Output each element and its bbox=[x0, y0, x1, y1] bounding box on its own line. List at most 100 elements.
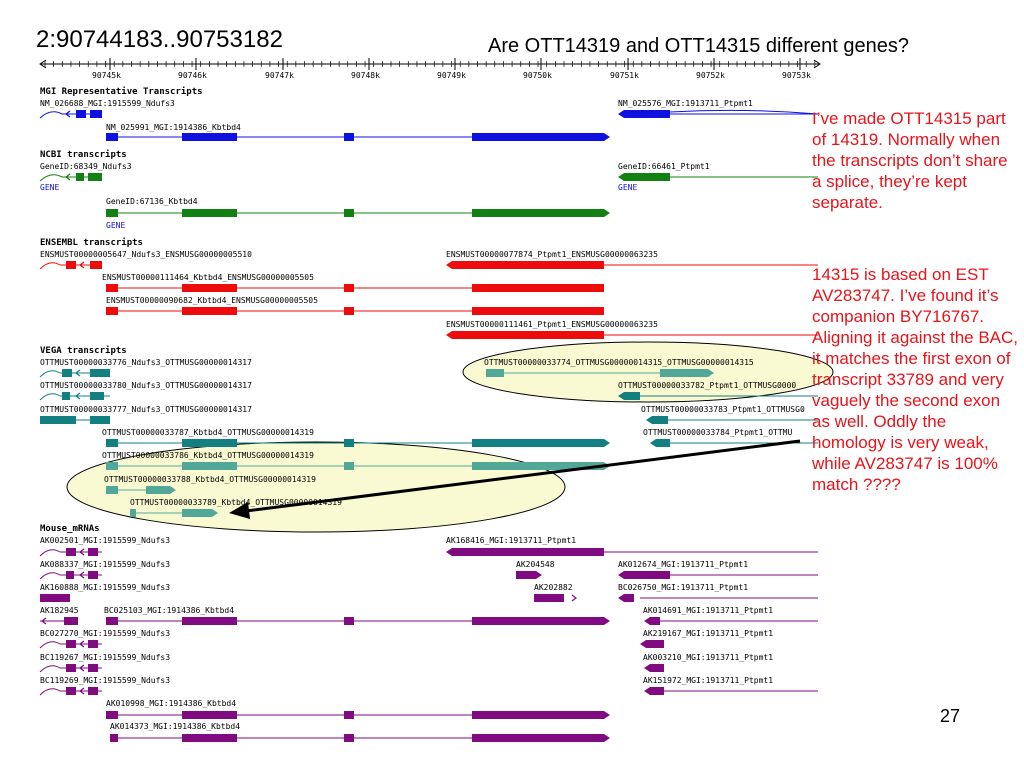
exon-block bbox=[66, 548, 76, 556]
transcript-glyph bbox=[39, 664, 102, 673]
exon-block bbox=[182, 284, 237, 292]
exon-block bbox=[344, 209, 354, 217]
strand-arrow bbox=[618, 594, 624, 602]
transcript-glyph bbox=[516, 571, 542, 579]
strand-chevron bbox=[79, 548, 85, 556]
exon-block bbox=[472, 617, 604, 625]
transcript-label: NM_025991_MGI:1914386_Kbtbd4 bbox=[106, 123, 241, 132]
exon-block bbox=[344, 307, 354, 315]
transcript-glyphs bbox=[39, 109, 819, 742]
annotation-note-2: 14315 is based on EST AV283747. I’ve fou… bbox=[812, 265, 1019, 494]
transcript-label: AK014691_MGI:1913711_Ptpmt1 bbox=[643, 606, 773, 615]
ruler-tick-label: 90747k bbox=[265, 71, 294, 80]
exon-block bbox=[624, 594, 634, 602]
exon-block bbox=[106, 209, 118, 217]
transcript-glyph bbox=[446, 261, 818, 269]
ruler-right-arrow bbox=[813, 59, 821, 69]
exon-block bbox=[344, 439, 354, 447]
transcript-label: OTTMUST00000033784_Ptpmt1_OTTMU bbox=[643, 428, 792, 437]
utr-line bbox=[39, 111, 63, 119]
strand-arrow bbox=[646, 416, 652, 424]
exon-block bbox=[40, 416, 76, 424]
exon-block bbox=[182, 734, 237, 742]
exon-block bbox=[40, 594, 70, 602]
exon-block bbox=[66, 261, 76, 269]
transcript-glyph bbox=[39, 110, 102, 119]
transcript-label: GeneID:66461_Ptpmt1 bbox=[618, 162, 710, 171]
utr-line bbox=[669, 109, 819, 115]
strand-arrow bbox=[446, 331, 452, 339]
exon-block bbox=[452, 548, 604, 556]
exon-block bbox=[624, 110, 670, 118]
annotation-note-1: I’ve made OTT14315 part of 14319. Normal… bbox=[812, 109, 1008, 212]
transcript-glyph bbox=[39, 261, 102, 270]
transcript-glyph bbox=[106, 462, 610, 470]
transcript-glyph bbox=[618, 392, 818, 400]
transcript-glyph bbox=[646, 416, 818, 424]
exon-block bbox=[534, 594, 564, 602]
transcript-label: AK151972_MGI:1913711_Ptpmt1 bbox=[643, 676, 773, 685]
exon-block bbox=[472, 133, 604, 141]
exon-block bbox=[110, 734, 118, 742]
transcript-label: OTTMUST00000033789_Kbtbd4_OTTMUSG0000001… bbox=[130, 498, 342, 507]
highlight-ellipse-ott14315 bbox=[462, 341, 834, 403]
transcript-label: OTTMUST00000033776_Ndufs3_OTTMUSG0000001… bbox=[40, 358, 252, 367]
exon-block bbox=[182, 509, 212, 517]
transcript-label: BC027270_MGI:1915599_Ndufs3 bbox=[40, 629, 170, 638]
exon-block bbox=[452, 331, 604, 339]
exon-block bbox=[344, 133, 354, 141]
annotation-arrow-line bbox=[245, 439, 801, 513]
exon-block bbox=[88, 571, 98, 579]
exon-block bbox=[344, 734, 354, 742]
transcript-label: AK012674_MGI:1913711_Ptpmt1 bbox=[618, 560, 748, 569]
exon-block bbox=[90, 392, 104, 400]
transcript-label: AK168416_MGI:1913711_Ptpmt1 bbox=[446, 536, 576, 545]
exon-block bbox=[106, 284, 118, 292]
track-title-vega: VEGA transcripts bbox=[40, 345, 127, 356]
strand-arrow bbox=[618, 571, 624, 579]
ruler-tick-label: 90751k bbox=[610, 71, 639, 80]
transcript-glyph bbox=[39, 640, 102, 649]
exon-block bbox=[62, 369, 72, 377]
exon-block bbox=[344, 617, 354, 625]
exon-block bbox=[182, 439, 237, 447]
transcript-glyph bbox=[618, 173, 818, 181]
transcript-glyph bbox=[644, 617, 818, 625]
strand-arrow bbox=[644, 664, 650, 672]
transcript-glyph bbox=[40, 617, 78, 625]
exon-block bbox=[90, 369, 110, 377]
strand-chevron bbox=[79, 571, 85, 579]
utr-line bbox=[39, 370, 61, 378]
transcript-glyph bbox=[106, 209, 610, 217]
exon-block bbox=[106, 462, 118, 470]
transcript-glyph bbox=[106, 307, 604, 315]
utr-line bbox=[39, 174, 63, 182]
exon-block bbox=[88, 687, 98, 695]
exon-block bbox=[182, 307, 237, 315]
exon-block bbox=[650, 687, 664, 695]
utr-line bbox=[39, 665, 61, 673]
exon-block bbox=[66, 664, 76, 672]
ruler-tick-label: 90745k bbox=[92, 71, 121, 80]
exon-block bbox=[344, 462, 354, 470]
transcript-label: AK088337_MGI:1915599_Ndufs3 bbox=[40, 560, 170, 569]
track-title-mgi: MGI Representative Transcripts bbox=[40, 86, 203, 97]
exon-block bbox=[646, 640, 664, 648]
transcript-label: ENSMUST00000111464_Kbtbd4_ENSMUSG0000000… bbox=[102, 273, 314, 282]
utr-line bbox=[39, 641, 61, 649]
transcript-label: AK182945 bbox=[40, 606, 79, 615]
transcript-label: AK202882 bbox=[534, 583, 573, 592]
exon-block bbox=[90, 110, 102, 118]
transcript-label: OTTMUST00000033780_Ndufs3_OTTMUSG0000001… bbox=[40, 381, 252, 390]
exon-block bbox=[130, 509, 136, 517]
transcript-glyph bbox=[106, 617, 610, 625]
coordinate-ruler: 90745k 90746k 90747k 90748k 90749k 90750k 9075… bbox=[39, 58, 821, 80]
exon-block bbox=[64, 617, 78, 625]
ruler-tick-label: 90748k bbox=[351, 71, 380, 80]
exon-block bbox=[90, 416, 110, 424]
ruler-tick-label: 90746k bbox=[178, 71, 207, 80]
strand-arrow bbox=[536, 571, 542, 579]
transcript-label: AK219167_MGI:1913711_Ptpmt1 bbox=[643, 629, 773, 638]
